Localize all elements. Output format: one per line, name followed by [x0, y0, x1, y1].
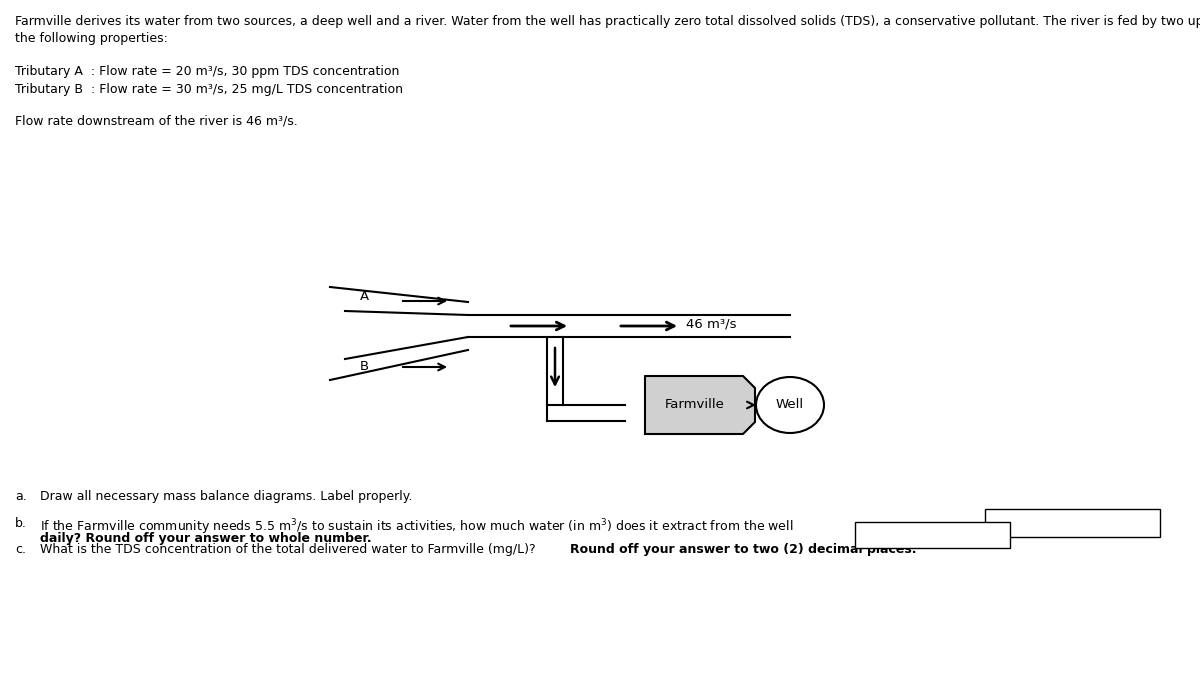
Text: c.: c.	[14, 543, 26, 556]
Ellipse shape	[756, 377, 824, 433]
Text: Flow rate downstream of the river is 46 m³/s.: Flow rate downstream of the river is 46 …	[14, 115, 298, 128]
Polygon shape	[646, 376, 755, 434]
Text: a.: a.	[14, 490, 26, 503]
Text: B: B	[360, 360, 370, 373]
Text: If the Farmville community needs 5.5 m$^3$/s to sustain its activities, how much: If the Farmville community needs 5.5 m$^…	[40, 517, 794, 537]
FancyBboxPatch shape	[854, 522, 1010, 548]
Text: the following properties:: the following properties:	[14, 32, 168, 45]
Text: What is the TDS concentration of the total delivered water to Farmville (mg/L)?: What is the TDS concentration of the tot…	[40, 543, 540, 556]
Text: Tributary A  : Flow rate = 20 m³/s, 30 ppm TDS concentration: Tributary A : Flow rate = 20 m³/s, 30 pp…	[14, 65, 400, 78]
Text: Draw all necessary mass balance diagrams. Label properly.: Draw all necessary mass balance diagrams…	[40, 490, 413, 503]
Text: daily? Round off your answer to whole number.: daily? Round off your answer to whole nu…	[40, 532, 372, 545]
Text: A: A	[360, 290, 370, 304]
FancyBboxPatch shape	[985, 509, 1160, 537]
Text: Round off your answer to two (2) decimal places.: Round off your answer to two (2) decimal…	[570, 543, 917, 556]
Text: Tributary B  : Flow rate = 30 m³/s, 25 mg/L TDS concentration: Tributary B : Flow rate = 30 m³/s, 25 mg…	[14, 83, 403, 96]
Text: Farmville derives its water from two sources, a deep well and a river. Water fro: Farmville derives its water from two sou…	[14, 15, 1200, 28]
Text: Well: Well	[776, 398, 804, 412]
Text: 46 m³/s: 46 m³/s	[686, 317, 737, 331]
Text: Farmville: Farmville	[665, 398, 725, 412]
Text: b.: b.	[14, 517, 26, 530]
